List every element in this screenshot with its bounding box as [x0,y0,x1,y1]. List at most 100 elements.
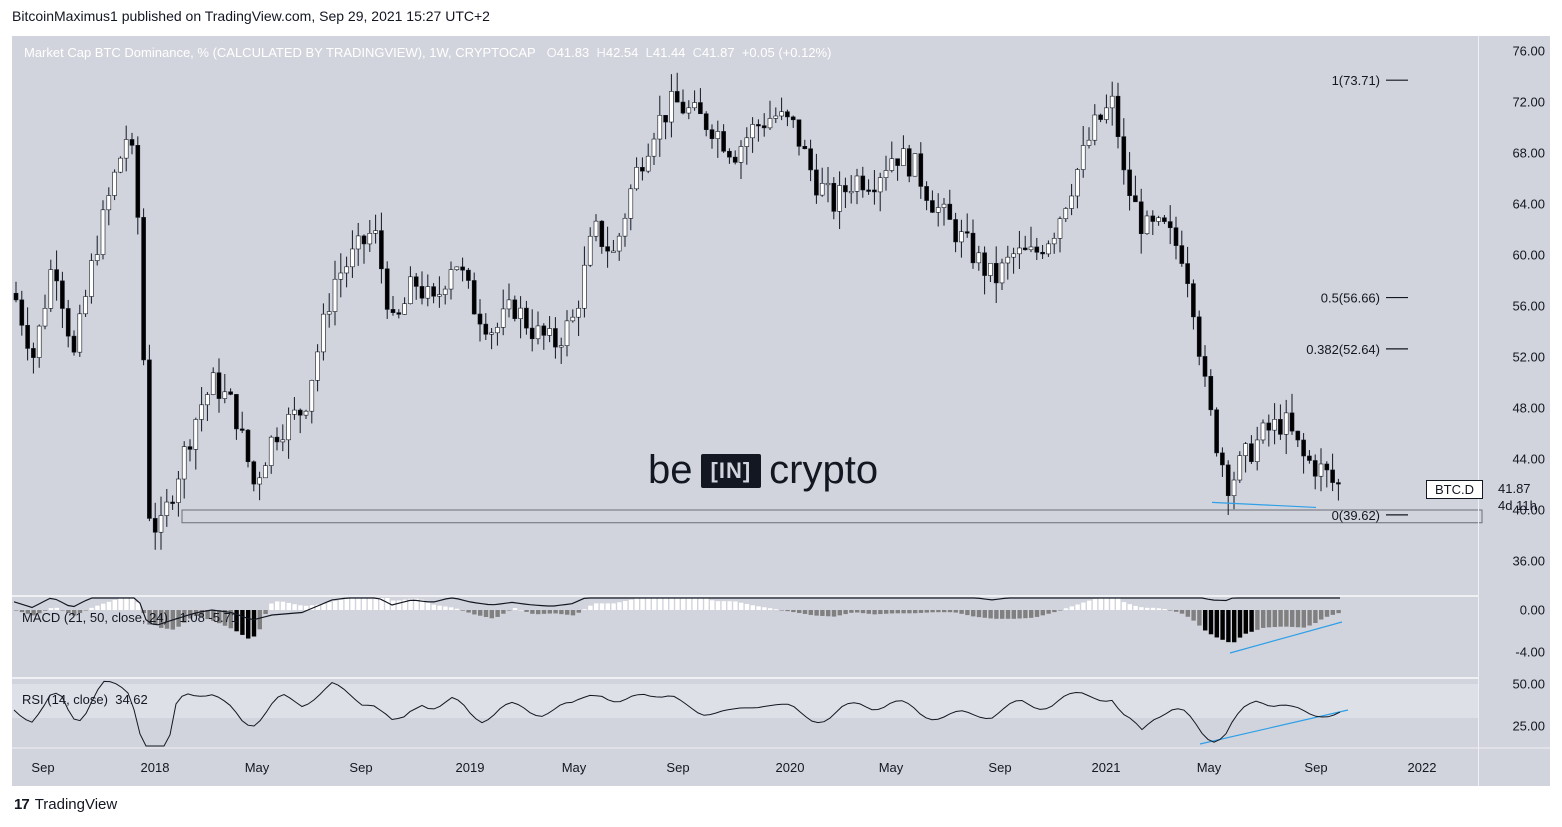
candle-body [1336,482,1341,485]
macd-bar [1150,607,1156,610]
macd-bar [605,603,610,610]
candle-body [959,231,964,243]
macd-bar [1243,610,1248,634]
macd-bar [460,610,465,611]
candle-body [286,414,291,441]
macd-bar [652,598,657,610]
macd-bar [762,607,767,610]
macd-bar [756,606,761,610]
time-tick: May [878,760,904,775]
candle-body [1069,195,1074,209]
candle-body [228,391,233,395]
candle-body [558,345,564,348]
macd-bar [866,610,871,614]
candle-body [239,428,245,431]
macd-bar [971,610,976,617]
candle-body [48,269,54,309]
macd-bar [913,610,918,614]
candle-body [692,102,697,109]
candle-body [831,182,837,212]
macd-tick: -4.00 [1515,644,1545,660]
macd-bar [1011,610,1016,619]
ticker-label: BTC.D [1426,480,1483,499]
macd-bar [338,599,344,610]
macd-bar [333,600,338,610]
macd-bar [350,598,355,610]
candle-body [1098,114,1103,120]
candle-body [506,299,512,310]
chart-canvas[interactable]: 1(73.71) 0.5(56.66) 0.382(52.64) 0(39.62) [12,36,1550,786]
macd-bar [431,604,436,610]
candle-body [1225,464,1231,497]
macd-bar [1324,610,1330,617]
macd-bar [1307,610,1312,626]
candle-body [953,219,958,243]
price-tick: 44.00 [1512,451,1545,467]
macd-bar [837,610,842,616]
candle-body [13,292,19,301]
macd-bar [628,599,634,610]
fib-label: 0(39.62) [1332,508,1380,523]
price-tick: 40.00 [1512,502,1545,518]
macd-bar [1139,607,1144,610]
candle-body [158,515,164,533]
chart-area[interactable]: 1(73.71) 0.5(56.66) 0.382(52.64) 0(39.62) M… [12,36,1550,786]
macd-bar [1179,610,1185,614]
candle-body [564,320,570,346]
macd-bar [1005,610,1011,619]
macd-bar [808,610,813,615]
candle-body [1318,463,1324,477]
candle-body [1162,217,1167,222]
last-price-label: 41.87 [1498,481,1531,496]
candle-body [1324,463,1330,471]
macd-bar [1278,610,1283,627]
macd-bar [286,602,291,610]
macd-bar [147,610,152,625]
macd-bar [1017,610,1022,619]
candle-body [466,269,471,281]
candle-body [785,111,790,118]
macd-bar [512,608,518,610]
candle-body [657,115,663,140]
candle-body [170,501,175,504]
candle-body [906,148,912,177]
candle-body [1179,245,1185,264]
candle-body [1115,95,1121,137]
macd-bar [698,598,703,610]
support-zone [181,509,1483,524]
candle-body [756,124,761,127]
macd-bar [130,598,135,610]
candle-body [1156,217,1161,222]
candle-body [135,145,141,218]
macd-bar [611,603,616,610]
candle-body [65,308,71,337]
macd-bar [1029,610,1034,618]
macd-bar [1116,598,1121,610]
macd-bar [692,598,697,610]
candle-body [477,313,483,325]
beincrypto-watermark: be [IN] crypto [648,448,878,493]
macd-bar [263,610,268,615]
macd-bar [1266,610,1272,628]
macd-bar [234,610,239,632]
macd-bar [246,610,251,639]
macd-bar [14,610,19,611]
candle-body [274,436,280,443]
publish-header: BitcoinMaximus1 published on TradingView… [12,8,490,24]
candle-body [744,137,750,147]
macd-bar [454,608,460,610]
macd-bar [547,610,552,614]
macd-bar [518,609,523,611]
candle-body [1017,247,1022,255]
candle-body [860,175,866,191]
candle-body [1312,460,1318,477]
time-tick: May [1196,760,1222,775]
candle-body [460,266,465,271]
macd-bar [1319,610,1324,620]
price-axis[interactable]: 76.00 72.00 68.00 64.00 60.00 56.00 52.00 48.00… [1478,36,1551,786]
macd-bar [1000,610,1005,619]
macd-bar [1040,610,1045,616]
macd-bar [669,598,674,610]
macd-bar [159,610,164,628]
macd-bar [222,610,228,626]
